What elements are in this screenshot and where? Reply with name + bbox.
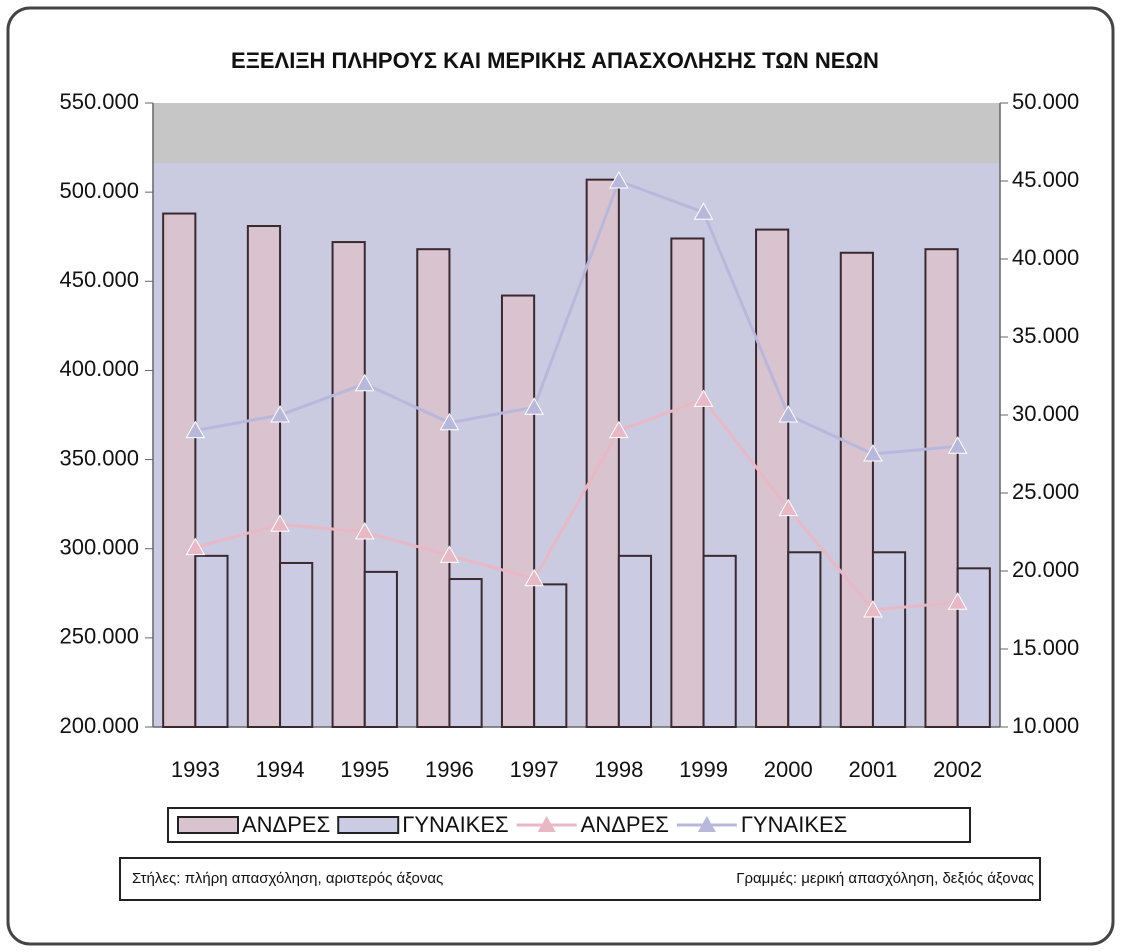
bar — [416, 248, 451, 729]
bar — [533, 583, 568, 728]
legend-label: ΑΝΔΡΕΣ — [581, 812, 669, 837]
marker — [947, 592, 968, 610]
bar — [956, 567, 991, 729]
chart-title: ΕΞΕΛΙΞΗ ΠΛΗΡΟΥΣ ΚΑΙ ΜΕΡΙΚΗΣ ΑΠΑΣΧΟΛΗΣΗΣ … — [231, 48, 879, 73]
y2-tick-label: 45.000 — [1012, 167, 1079, 192]
legend-label: ΑΝΔΡΕΣ — [242, 812, 330, 837]
notes-box — [119, 857, 1041, 901]
bar — [871, 551, 907, 729]
bar — [702, 554, 737, 728]
marker — [778, 498, 799, 517]
marker — [354, 521, 375, 540]
y-tick-label: 250.000 — [59, 624, 139, 649]
y2-tick-label: 30.000 — [1012, 401, 1079, 426]
bar — [246, 225, 282, 728]
marker — [439, 412, 460, 431]
marker — [524, 568, 545, 587]
bar — [585, 178, 620, 729]
note: Γραμμές: μερική απασχόληση, δεξιός άξονα… — [736, 870, 1034, 887]
y2-tick-label: 10.000 — [1012, 713, 1079, 738]
bar — [670, 237, 705, 729]
x-tick-label: 1996 — [425, 757, 474, 782]
marker — [185, 420, 206, 439]
x-tick-label: 2001 — [848, 757, 897, 782]
line — [195, 179, 958, 456]
bar — [363, 570, 398, 728]
bar — [755, 228, 790, 728]
x-tick-label: 1995 — [340, 757, 389, 782]
bar — [617, 554, 653, 728]
y-tick-label: 500.000 — [59, 178, 139, 203]
x-tick-label: 1998 — [594, 757, 643, 782]
bar — [194, 554, 229, 728]
marker — [693, 202, 714, 220]
bar — [162, 212, 197, 728]
x-tick-label: 1999 — [679, 757, 728, 782]
plot-band — [153, 103, 1000, 163]
y2-tick-label: 35.000 — [1012, 323, 1079, 348]
y2-tick-label: 25.000 — [1012, 479, 1079, 504]
x-tick-label: 2002 — [933, 757, 982, 782]
legend-swatch — [177, 816, 239, 834]
legend-label: ΓΥΝΑΙΚΕΣ — [741, 812, 847, 837]
note: Στήλες: πλήρη απασχόληση, αριστερός άξον… — [132, 870, 443, 887]
y-tick-label: 200.000 — [59, 713, 139, 738]
line — [194, 397, 958, 612]
y-tick-label: 300.000 — [59, 535, 139, 560]
marker — [439, 545, 460, 563]
marker — [608, 420, 629, 439]
marker — [185, 537, 206, 556]
x-tick-label: 1994 — [256, 757, 305, 782]
legend-label: ΓΥΝΑΙΚΕΣ — [402, 812, 508, 837]
y-tick-label: 550.000 — [59, 89, 139, 114]
y-tick-label: 450.000 — [59, 267, 139, 292]
legend-swatch — [337, 816, 400, 834]
bar — [279, 561, 314, 729]
y2-tick-label: 15.000 — [1012, 635, 1079, 660]
legend-marker — [537, 816, 556, 832]
y2-tick-label: 50.000 — [1012, 89, 1079, 114]
x-tick-label: 1993 — [171, 757, 220, 782]
legend-marker — [697, 816, 716, 832]
marker — [863, 443, 883, 462]
marker — [524, 397, 545, 415]
marker — [863, 599, 883, 618]
legend — [167, 807, 971, 843]
marker — [778, 404, 799, 423]
x-tick-label: 2000 — [764, 757, 813, 782]
y-tick-label: 400.000 — [59, 356, 139, 381]
y2-tick-label: 40.000 — [1012, 245, 1079, 270]
bar — [787, 551, 822, 729]
bar — [500, 294, 536, 728]
marker — [270, 404, 290, 423]
marker — [270, 514, 290, 532]
marker — [354, 373, 375, 392]
bar — [924, 248, 959, 729]
bar — [331, 241, 366, 728]
marker — [693, 389, 714, 407]
bar — [839, 251, 874, 728]
x-tick-label: 1997 — [510, 757, 559, 782]
marker — [947, 436, 968, 454]
marker — [608, 170, 629, 189]
y2-tick-label: 20.000 — [1012, 557, 1079, 582]
bar — [448, 578, 483, 728]
y-tick-label: 350.000 — [59, 445, 139, 470]
